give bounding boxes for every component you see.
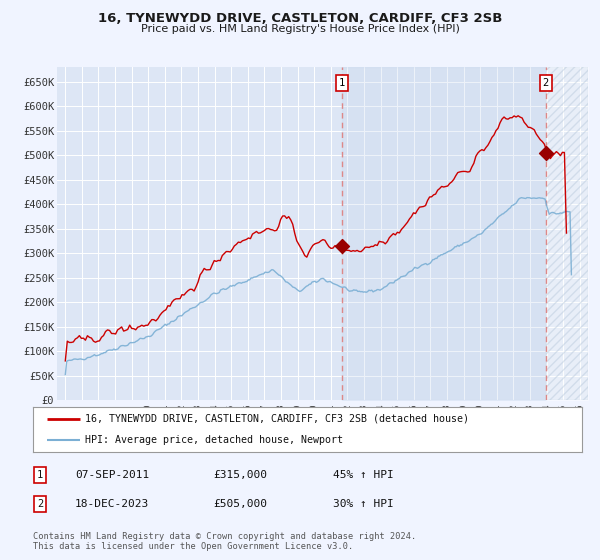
Text: 18-DEC-2023: 18-DEC-2023 — [75, 499, 149, 509]
Text: 2: 2 — [543, 78, 549, 88]
Text: Contains HM Land Registry data © Crown copyright and database right 2024.
This d: Contains HM Land Registry data © Crown c… — [33, 532, 416, 552]
Text: 1: 1 — [339, 78, 345, 88]
Text: 45% ↑ HPI: 45% ↑ HPI — [333, 470, 394, 480]
Text: 2: 2 — [37, 499, 43, 509]
Text: £505,000: £505,000 — [213, 499, 267, 509]
Text: HPI: Average price, detached house, Newport: HPI: Average price, detached house, Newp… — [85, 435, 343, 445]
Text: 16, TYNEWYDD DRIVE, CASTLETON, CARDIFF, CF3 2SB: 16, TYNEWYDD DRIVE, CASTLETON, CARDIFF, … — [98, 12, 502, 25]
Text: 07-SEP-2011: 07-SEP-2011 — [75, 470, 149, 480]
Text: £315,000: £315,000 — [213, 470, 267, 480]
Point — [541, 148, 551, 157]
Text: 16, TYNEWYDD DRIVE, CASTLETON, CARDIFF, CF3 2SB (detached house): 16, TYNEWYDD DRIVE, CASTLETON, CARDIFF, … — [85, 414, 469, 424]
Text: 1: 1 — [37, 470, 43, 480]
Text: Price paid vs. HM Land Registry's House Price Index (HPI): Price paid vs. HM Land Registry's House … — [140, 24, 460, 34]
Point — [337, 241, 347, 250]
Text: 30% ↑ HPI: 30% ↑ HPI — [333, 499, 394, 509]
